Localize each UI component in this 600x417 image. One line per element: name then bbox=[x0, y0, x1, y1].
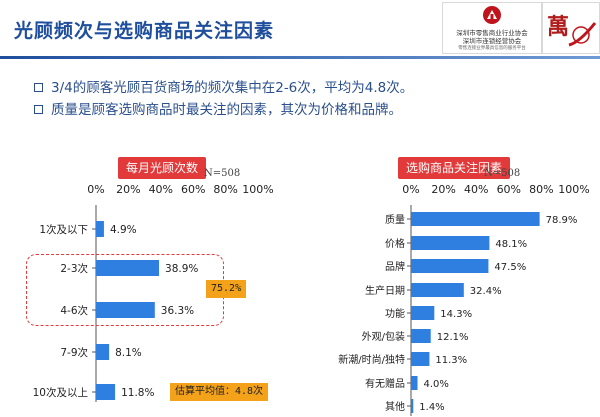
bar bbox=[411, 259, 489, 273]
data-label: 12.1% bbox=[437, 332, 469, 343]
group-highlight-box bbox=[26, 254, 224, 326]
category-label: 新潮/时尚/独特 bbox=[338, 353, 405, 366]
association-name-1: 深圳市零售商业行业协会 bbox=[456, 29, 528, 37]
brand-swoosh-icon bbox=[568, 22, 597, 47]
axis-tick-label: 100% bbox=[242, 183, 273, 196]
bullet-square-icon bbox=[34, 105, 43, 114]
bar bbox=[411, 212, 540, 226]
bullet-factors: 质量是顾客选购商品时最关注的因素，其次为价格和品牌。 bbox=[34, 98, 402, 118]
category-label: 质量 bbox=[385, 214, 405, 226]
association-logo-icon bbox=[483, 6, 501, 24]
axis-tick-label: 80% bbox=[213, 183, 237, 196]
axis-tick-label: 20% bbox=[116, 183, 140, 196]
category-label: 2-3次 bbox=[60, 262, 88, 275]
brand-logo-text: 萬 bbox=[547, 14, 570, 40]
bar bbox=[411, 329, 431, 343]
association-slogan: 零售连锁业界最具信息的服务平台 bbox=[458, 46, 526, 51]
right-chart-title: 选购商品关注因素 bbox=[398, 157, 511, 179]
category-label: 生产日期 bbox=[365, 284, 405, 297]
axis-tick-label: 40% bbox=[149, 183, 173, 196]
bar bbox=[411, 283, 464, 297]
bar bbox=[96, 260, 160, 276]
axis-tick-label: 0% bbox=[402, 183, 419, 196]
axis-tick-label: 100% bbox=[558, 183, 589, 196]
category-label: 1次及以下 bbox=[39, 223, 88, 236]
category-label: 有无赠品 bbox=[365, 377, 405, 390]
data-label: 48.1% bbox=[495, 239, 527, 250]
axis-tick-label: 0% bbox=[87, 183, 104, 196]
bar bbox=[96, 344, 110, 360]
right-chart-sample: N=508 bbox=[484, 168, 521, 179]
data-label: 78.9% bbox=[546, 215, 578, 226]
category-label: 其他 bbox=[385, 400, 405, 413]
data-label: 1.4% bbox=[419, 402, 444, 413]
group-total-callout: 75.2% bbox=[206, 280, 247, 298]
header-divider bbox=[0, 56, 600, 59]
left-chart-title: 每月光顾次数 bbox=[118, 157, 207, 179]
data-label: 32.4% bbox=[470, 286, 502, 297]
bullet-text: 3/4的顾客光顾百货商场的频次集中在2-6次，平均为4.8次。 bbox=[51, 80, 414, 96]
bar bbox=[96, 221, 104, 237]
data-label: 8.1% bbox=[115, 347, 142, 359]
data-label: 38.9% bbox=[165, 263, 198, 275]
data-label: 4.9% bbox=[110, 224, 137, 236]
header-bar: 光顾频次与选购商品关注因素 深圳市零售商业行业协会 深圳市连锁经营协会 零售连锁… bbox=[0, 0, 600, 59]
axis-tick-label: 60% bbox=[497, 183, 521, 196]
average-callout: 估算平均值：4.8次 bbox=[170, 383, 269, 401]
association-name-2: 深圳市连锁经营协会 bbox=[462, 37, 522, 45]
category-label: 10次及以上 bbox=[33, 386, 88, 399]
bar bbox=[411, 236, 490, 250]
left-chart-sample: N=508 bbox=[204, 168, 241, 179]
category-label: 7-9次 bbox=[60, 346, 88, 359]
axis-tick-label: 20% bbox=[431, 183, 455, 196]
bar bbox=[96, 384, 116, 400]
axis-tick-label: 80% bbox=[529, 183, 553, 196]
data-label: 36.3% bbox=[161, 305, 194, 317]
axis-tick-label: 60% bbox=[181, 183, 205, 196]
bar bbox=[411, 306, 435, 320]
category-label: 品牌 bbox=[385, 260, 405, 273]
data-label: 4.0% bbox=[424, 379, 449, 390]
category-label: 价格 bbox=[385, 237, 405, 250]
axis-tick-label: 40% bbox=[464, 183, 488, 196]
bullet-text: 质量是顾客选购商品时最关注的因素，其次为价格和品牌。 bbox=[51, 102, 402, 118]
category-label: 功能 bbox=[385, 307, 405, 320]
bar bbox=[96, 302, 155, 318]
data-label: 11.3% bbox=[435, 355, 467, 366]
bar bbox=[411, 399, 414, 413]
association-logo-panel: 深圳市零售商业行业协会 深圳市连锁经营协会 零售连锁业界最具信息的服务平台 bbox=[442, 2, 542, 54]
data-label: 14.3% bbox=[440, 309, 472, 320]
bar bbox=[411, 376, 418, 390]
category-label: 4-6次 bbox=[60, 304, 88, 317]
bullet-frequency: 3/4的顾客光顾百货商场的频次集中在2-6次，平均为4.8次。 bbox=[34, 76, 413, 96]
category-label: 外观/包装 bbox=[362, 330, 405, 343]
page-title: 光顾频次与选购商品关注因素 bbox=[14, 20, 275, 42]
bullet-square-icon bbox=[34, 83, 43, 92]
data-label: 11.8% bbox=[121, 387, 154, 399]
bar bbox=[411, 352, 430, 366]
data-label: 47.5% bbox=[494, 262, 526, 273]
